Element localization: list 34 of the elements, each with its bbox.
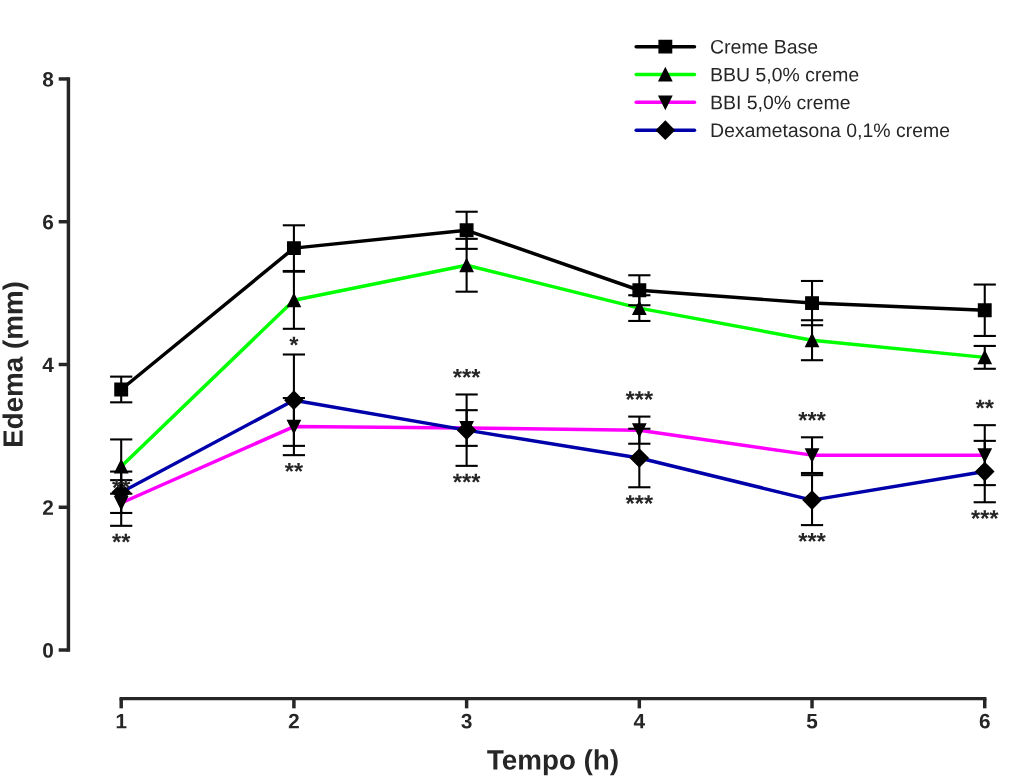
y-tick-label: 2: [42, 500, 54, 515]
annotation: **: [284, 463, 304, 472]
point: [114, 382, 129, 397]
annotation: ***: [625, 391, 654, 400]
legend-label: BBU 5,0% creme: [711, 67, 859, 84]
annotation: ***: [798, 411, 826, 421]
point: [286, 241, 301, 256]
point: [977, 303, 992, 318]
annotation: ***: [625, 495, 654, 504]
legend-label: Creme Base: [711, 39, 818, 54]
x-tick-label: 4: [633, 713, 646, 729]
point: [805, 296, 819, 311]
x-tick-label: 1: [116, 713, 127, 729]
annotation: **: [112, 533, 131, 543]
y-axis-title: Edema (mm): [2, 282, 29, 446]
point: [459, 223, 474, 238]
x-tick-label: 2: [288, 713, 299, 729]
y-tick-label: 6: [43, 214, 54, 230]
annotation: ***: [452, 473, 481, 483]
y-tick-label: 8: [42, 71, 54, 87]
point: [632, 283, 647, 298]
annotation: ***: [798, 533, 826, 542]
legend-label: Dexametasona 0,1% creme: [711, 123, 950, 140]
annotation: *: [289, 336, 299, 346]
legend-label: BBI 5,0% creme: [711, 95, 850, 112]
y-tick-label: 4: [42, 357, 54, 373]
annotation: **: [975, 399, 994, 409]
y-tick-label: 0: [43, 643, 53, 658]
x-tick-label: 6: [979, 713, 990, 729]
annotation: ***: [971, 510, 999, 519]
annotation: ***: [452, 369, 481, 378]
x-tick-label: 5: [806, 713, 818, 729]
x-axis-title: Tempo (h): [487, 749, 618, 776]
x-tick-label: 3: [461, 713, 472, 729]
